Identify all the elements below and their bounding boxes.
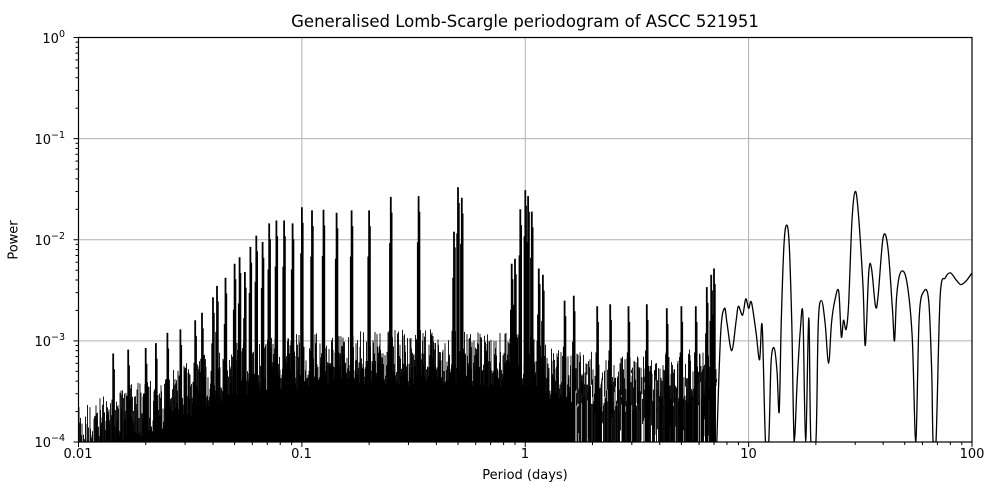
y-tick-label: 100 [42,29,65,47]
y-tick-label: 10−3 [34,332,65,350]
periodogram-series [78,187,972,442]
y-tick-label: 10−2 [34,231,65,249]
x-tick-label: 0.1 [291,447,312,462]
y-tick-label: 10−4 [34,433,65,451]
x-tick-label: 100 [959,447,985,462]
x-tick-label: 1 [520,447,530,462]
x-axis-label: Period (days) [482,468,568,483]
y-axis-label: Power [6,220,22,260]
x-tick-label: 10 [740,447,757,462]
chart-title: Generalised Lomb-Scargle periodogram of … [291,12,759,31]
x-tick-label: 0.01 [63,447,93,462]
y-tick-label: 10−1 [34,130,65,148]
axes-frame [77,36,973,443]
